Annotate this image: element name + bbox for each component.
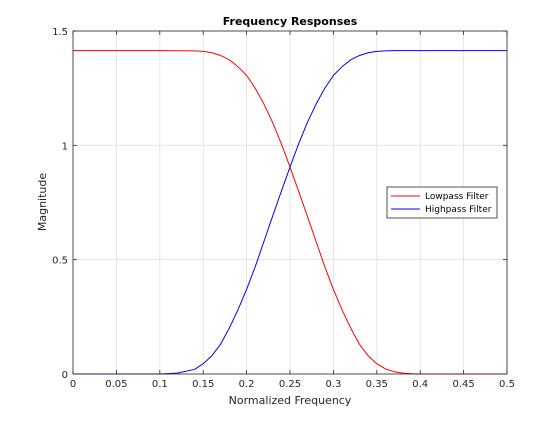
highpass-filter-line: [73, 50, 507, 375]
x-tick-label: 0.25: [279, 379, 301, 390]
x-tick-label: 0.3: [325, 379, 341, 390]
y-tick-label: 0: [62, 370, 68, 381]
series-lines: [73, 50, 507, 375]
legend-label-lowpass: Lowpass Filter: [425, 192, 489, 202]
y-tick-label: 1.5: [52, 27, 68, 38]
x-tick-label: 0.4: [412, 379, 428, 390]
axis-ticks: [72, 30, 508, 375]
chart-title: Frequency Responses: [223, 15, 358, 28]
y-tick-labels: 0 0.5 1 1.5: [52, 27, 68, 381]
x-tick-label: 0.15: [192, 379, 214, 390]
x-tick-labels: 0 0.05 0.1 0.15 0.2 0.25 0.3 0.35 0.4 0.45 0.5: [70, 379, 515, 390]
y-tick-label: 0.5: [52, 256, 68, 267]
lowpass-filter-line: [73, 50, 507, 375]
x-tick-label: 0.2: [239, 379, 255, 390]
x-tick-label: 0.5: [499, 379, 515, 390]
x-tick-label: 0.05: [105, 379, 127, 390]
legend: Lowpass Filter Highpass Filter: [386, 186, 498, 219]
y-axis-label: Magnitude: [36, 173, 49, 232]
legend-label-highpass: Highpass Filter: [425, 205, 492, 215]
x-tick-label: 0: [70, 379, 76, 390]
x-axis-label: Normalized Frequency: [229, 394, 352, 407]
x-tick-label: 0.45: [452, 379, 474, 390]
legend-box: [386, 186, 498, 219]
y-tick-label: 1: [62, 141, 68, 152]
x-tick-label: 0.35: [366, 379, 388, 390]
x-tick-label: 0.1: [152, 379, 168, 390]
